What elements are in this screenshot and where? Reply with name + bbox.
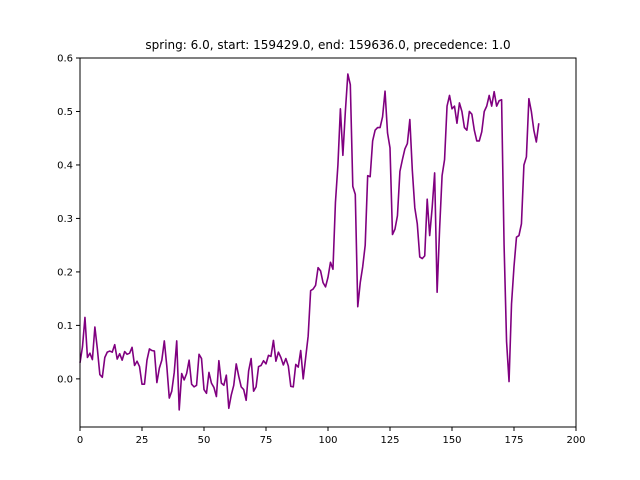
chart-title: spring: 6.0, start: 159429.0, end: 15963… [145, 38, 510, 52]
x-tick-label: 100 [318, 435, 337, 446]
plot-frame [79, 57, 577, 428]
x-tick-label: 0 [77, 435, 83, 446]
x-tick-label: 175 [504, 435, 523, 446]
y-tick-label: 0.3 [57, 214, 73, 225]
y-tick-label: 0.2 [57, 267, 73, 278]
y-tick-label: 0.0 [57, 374, 73, 385]
y-tick-label: 0.1 [57, 321, 73, 332]
y-tick-label: 0.6 [57, 54, 73, 65]
y-tick-label: 0.5 [57, 107, 73, 118]
x-tick-label: 200 [566, 435, 585, 446]
x-tick-label: 50 [198, 435, 211, 446]
x-tick-label: 125 [380, 435, 399, 446]
x-tick-label: 150 [442, 435, 461, 446]
y-tick-label: 0.4 [57, 160, 73, 171]
x-tick-label: 25 [136, 435, 149, 446]
x-tick-label: 75 [260, 435, 273, 446]
y-axis: 0.0 0.1 0.2 0.3 0.4 0.5 0.6 [57, 54, 80, 385]
x-axis: 0 25 50 75 100 125 150 175 200 [77, 427, 586, 446]
data-series-line [79, 73, 540, 411]
